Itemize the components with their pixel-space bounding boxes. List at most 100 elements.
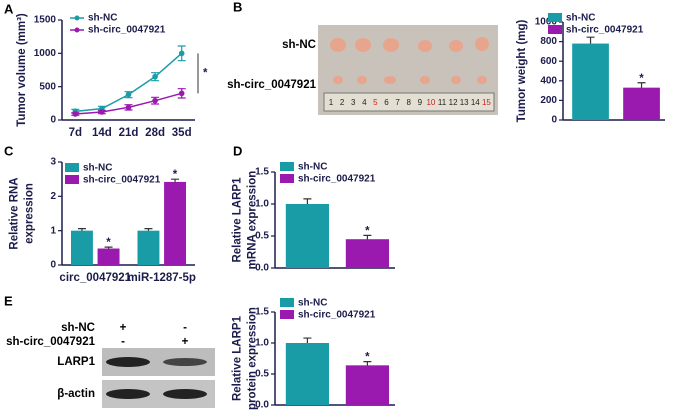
condition-label: sh-NC [61, 322, 95, 334]
legend-label: sh-NC [566, 13, 595, 24]
legend-label: sh-NC [83, 163, 112, 174]
row-label: sh-circ_0047921 [227, 79, 316, 91]
panel-letter: C [4, 143, 14, 158]
bar [285, 343, 329, 405]
legend-swatch [65, 163, 79, 172]
y-tick-label: 1.5 [255, 307, 269, 318]
panel-letter: D [233, 143, 242, 158]
bar [572, 43, 609, 121]
point [178, 50, 185, 57]
chart: 0.0 0.5 1.0 1.5 Relative LARP1 protein expres… [232, 298, 395, 411]
legend-swatch [280, 298, 294, 307]
ruler-number: 9 [418, 98, 423, 107]
y-tick-label: 0 [50, 260, 56, 271]
y-tick-label: 800 [540, 36, 557, 47]
x-tick-label: 28d [145, 127, 165, 139]
x-tick-label: 21d [119, 127, 139, 139]
y-tick-label: 1.0 [255, 338, 269, 349]
y-axis-label: Tumor volume (mm³) [16, 13, 28, 127]
ruler-number: 12 [449, 98, 458, 107]
y-tick-label: 1.0 [255, 199, 269, 210]
y-tick-label: 1000 [34, 48, 57, 59]
bar [345, 365, 389, 405]
significance: * [639, 73, 644, 85]
point [152, 73, 158, 80]
x-tick-label: 35d [172, 127, 192, 139]
ruler-number: 10 [426, 98, 435, 107]
legend-label: sh-NC [298, 298, 327, 309]
y-tick-label: 1500 [34, 15, 57, 26]
ruler-number: 2 [340, 98, 345, 107]
bar [285, 204, 329, 268]
condition-label: sh-circ_0047921 [6, 336, 95, 348]
ruler-number: 7 [395, 98, 400, 107]
x-tick-label: circ_0047921 [59, 272, 131, 284]
point [178, 90, 185, 97]
annotation: * [203, 67, 208, 79]
legend-marker [74, 27, 80, 33]
bar [164, 181, 187, 265]
y-tick-label: 400 [540, 75, 557, 86]
lane-sign: - [183, 322, 187, 334]
band [163, 389, 207, 399]
ruler-number: 8 [406, 98, 411, 107]
y-tick-label: 200 [540, 95, 557, 106]
y-tick-label: 3 [50, 157, 56, 168]
band-label: β-actin [57, 388, 95, 400]
ruler-number: 3 [351, 98, 356, 107]
legend-marker [74, 15, 80, 21]
chart: 0 500 1000 1500 Tumor volume (mm³) sh-NCsh-ci… [16, 13, 208, 139]
y-tick-label: 0.5 [255, 231, 269, 242]
panel-letter: E [4, 293, 13, 308]
chart: 0 1 2 3 Relative RNA expression sh-NCsh-circ_0… [9, 157, 196, 284]
y-tick-label: 0 [50, 115, 56, 126]
y-axis-label: Relative LARP1 [232, 177, 244, 263]
ruler-number: 11 [438, 98, 447, 107]
legend-label: sh-NC [298, 162, 327, 173]
bar [97, 248, 120, 265]
tumor-photo [318, 25, 498, 115]
band [163, 358, 207, 366]
ruler-number: 5 [373, 98, 378, 107]
y-axis-label: expression [24, 183, 36, 244]
legend-swatch [280, 174, 294, 183]
y-axis-label: Relative RNA [9, 177, 21, 249]
legend-swatch [280, 310, 294, 319]
ruler-number: 4 [362, 98, 367, 107]
legend-label: sh-circ_0047921 [298, 174, 376, 185]
significance: * [365, 225, 370, 237]
y-tick-label: 0 [551, 115, 557, 126]
x-tick-label: miR-1287-5p [128, 272, 196, 284]
x-tick-label: 14d [92, 127, 112, 139]
ruler-number: 6 [384, 98, 389, 107]
bar [623, 87, 660, 120]
point [99, 109, 105, 115]
row-label: sh-NC [282, 39, 316, 51]
legend-swatch [280, 162, 294, 171]
point [152, 97, 158, 104]
y-tick-label: 0.5 [255, 369, 269, 380]
y-tick-label: 500 [39, 81, 56, 92]
band [106, 357, 150, 367]
ruler-number: 1 [329, 98, 334, 107]
legend-label: sh-circ_0047921 [566, 25, 644, 36]
band [106, 389, 150, 399]
lane-sign: - [121, 336, 125, 348]
legend-label: sh-circ_0047921 [298, 310, 376, 321]
legend-label: sh-NC [88, 13, 117, 24]
series-line [75, 52, 183, 113]
tumors [330, 37, 489, 84]
lane-sign: + [182, 336, 189, 348]
y-axis-label: Relative LARP1 [232, 315, 244, 401]
panel-letter: B [233, 0, 242, 14]
point [125, 91, 132, 98]
y-tick-label: 2 [50, 191, 56, 202]
y-axis-label: protein expression [247, 307, 259, 410]
point [125, 104, 132, 111]
bar [345, 239, 389, 268]
legend-label: sh-circ_0047921 [83, 175, 161, 186]
legend-swatch [548, 13, 562, 22]
x-tick-label: 7d [69, 127, 82, 139]
y-axis-label: Tumor weight (mg) [516, 20, 528, 123]
